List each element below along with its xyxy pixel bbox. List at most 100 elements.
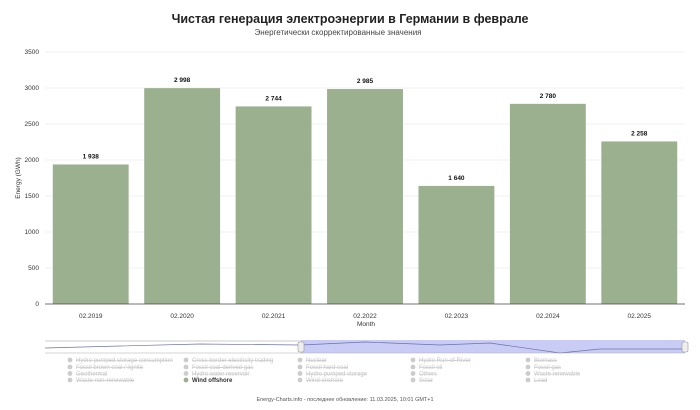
bar-value-label: 1 640 [448, 175, 465, 182]
bar-value-label: 2 998 [174, 77, 191, 84]
legend-marker-icon [67, 357, 73, 363]
legend-marker-icon [525, 371, 531, 376]
legend-label: Wind onshore [306, 378, 344, 384]
legend-item[interactable]: Solar [410, 377, 433, 384]
navigator-series-line [44, 341, 685, 354]
bar[interactable] [235, 106, 312, 304]
legend-marker-icon [410, 357, 416, 363]
y-tick-label: 2500 [25, 121, 40, 128]
y-axis-ticks: 0 500 1000 1500 2000 2500 3000 3500 [25, 49, 40, 308]
legend-item[interactable]: Waste renewable [525, 371, 581, 378]
legend-item[interactable]: Hydro pumped storage consumption [67, 357, 173, 364]
legend-marker-icon [297, 377, 303, 383]
y-tick-label: 500 [28, 265, 39, 272]
legend-label: Fossil gas [534, 365, 561, 371]
legend-label: Fossil coal-derived gas [192, 365, 253, 371]
legend-item[interactable]: Others [410, 371, 437, 378]
y-axis-label: Energy (GWh) [15, 157, 22, 199]
chart-subtitle: Энергетически скорректированные значения [254, 28, 421, 37]
legend-label: Fossil hard coal [306, 365, 348, 371]
legend-label: Waste non-renewable [76, 378, 135, 384]
y-tick-label: 3000 [25, 85, 40, 92]
legend-label: Load [534, 378, 547, 384]
legend-marker-icon [410, 364, 416, 370]
bar[interactable] [52, 164, 129, 304]
legend-marker-icon [67, 377, 73, 383]
data-labels: 1 938 2 998 2 744 2 985 1 640 2 780 2 258 [83, 77, 648, 182]
legend-item[interactable]: Fossil gas [525, 364, 561, 371]
x-tick-label: 02.2023 [445, 313, 469, 320]
legend-item[interactable]: Wind offshore [183, 377, 233, 384]
legend-item[interactable]: Geothermal [67, 371, 108, 378]
legend-label: Hydro pumped storage consumption [76, 358, 173, 364]
legend-marker-icon [297, 371, 303, 376]
bar[interactable] [601, 141, 678, 304]
bar[interactable] [418, 185, 495, 304]
legend-label: Hydro Run-of-River [419, 358, 471, 364]
bar-value-label: 2 744 [265, 95, 282, 102]
bar-value-label: 2 780 [540, 93, 557, 100]
x-tick-label: 02.2025 [628, 313, 652, 320]
legend-marker-icon [410, 371, 416, 376]
legend-item[interactable]: Cross border electricity trading [183, 357, 274, 364]
legend-label: Fossil brown coal / lignite [76, 365, 144, 371]
legend-label: Solar [419, 378, 433, 384]
bar-value-label: 1 938 [83, 153, 100, 160]
legend-marker-icon [183, 371, 189, 376]
x-tick-label: 02.2024 [536, 313, 560, 320]
y-tick-label: 2000 [25, 157, 40, 164]
bars [52, 88, 678, 304]
legend-item[interactable]: Fossil hard coal [297, 364, 348, 371]
chart-title: Чистая генерация электроэнергии в Герман… [172, 12, 529, 26]
legend-item[interactable]: Hydro Run-of-River [410, 357, 471, 364]
legend-marker-icon [525, 377, 531, 383]
legend-label: Fossil oil [419, 365, 442, 371]
legend-item[interactable]: Load [525, 377, 548, 384]
legend-marker-icon [297, 364, 303, 370]
y-tick-label: 0 [35, 301, 39, 308]
legend-item[interactable]: Fossil coal-derived gas [183, 364, 254, 371]
footer-text: Energy-Charts.info - последнее обновлени… [256, 397, 433, 403]
x-tick-label: 02.2021 [262, 313, 286, 320]
legend-marker-icon [183, 357, 189, 363]
x-axis-ticks: 02.2019 02.2020 02.2021 02.2022 02.2023 02.20… [79, 313, 651, 320]
navigator-handle-left[interactable] [297, 341, 305, 353]
legend-marker-icon [183, 364, 189, 370]
legend-label: Nuclear [306, 358, 327, 364]
bar[interactable] [509, 103, 586, 304]
bar-value-label: 2 258 [631, 130, 648, 137]
legend-item[interactable]: Hydro pumped storage [297, 371, 368, 378]
x-axis-label: Month [357, 321, 375, 328]
legend-marker-icon [410, 377, 416, 383]
legend-item[interactable]: Nuclear [297, 357, 327, 364]
legend-item[interactable]: Biomass [525, 357, 557, 364]
bar[interactable] [144, 88, 221, 304]
legend-marker-icon [525, 357, 531, 363]
legend-item[interactable]: Hydro water reservoir [183, 371, 250, 378]
x-tick-label: 02.2019 [79, 313, 103, 320]
y-tick-label: 1500 [25, 193, 40, 200]
legend-label: Hydro pumped storage [306, 372, 368, 378]
x-tick-label: 02.2022 [353, 313, 377, 320]
legend-label: Biomass [534, 358, 557, 364]
legend-item[interactable]: Waste non-renewable [67, 377, 135, 384]
legend-label: Wind offshore [192, 378, 233, 384]
y-tick-label: 3500 [25, 49, 40, 56]
y-tick-label: 1000 [25, 229, 40, 236]
legend-label: Waste renewable [534, 372, 581, 378]
legend-item[interactable]: Fossil oil [410, 364, 443, 371]
navigator-handle-right[interactable] [681, 341, 689, 353]
legend-marker-icon [67, 364, 73, 370]
bar-value-label: 2 985 [357, 78, 374, 85]
legend-item[interactable]: Wind onshore [297, 377, 344, 384]
legend-label: Hydro water reservoir [192, 372, 249, 378]
legend-marker-icon [67, 371, 73, 376]
navigator[interactable] [44, 340, 689, 354]
legend-item[interactable]: Fossil brown coal / lignite [67, 364, 144, 371]
bar[interactable] [327, 89, 403, 304]
legend-marker-icon [297, 357, 303, 363]
x-tick-label: 02.2020 [170, 313, 194, 320]
legend-label: Others [419, 372, 437, 378]
